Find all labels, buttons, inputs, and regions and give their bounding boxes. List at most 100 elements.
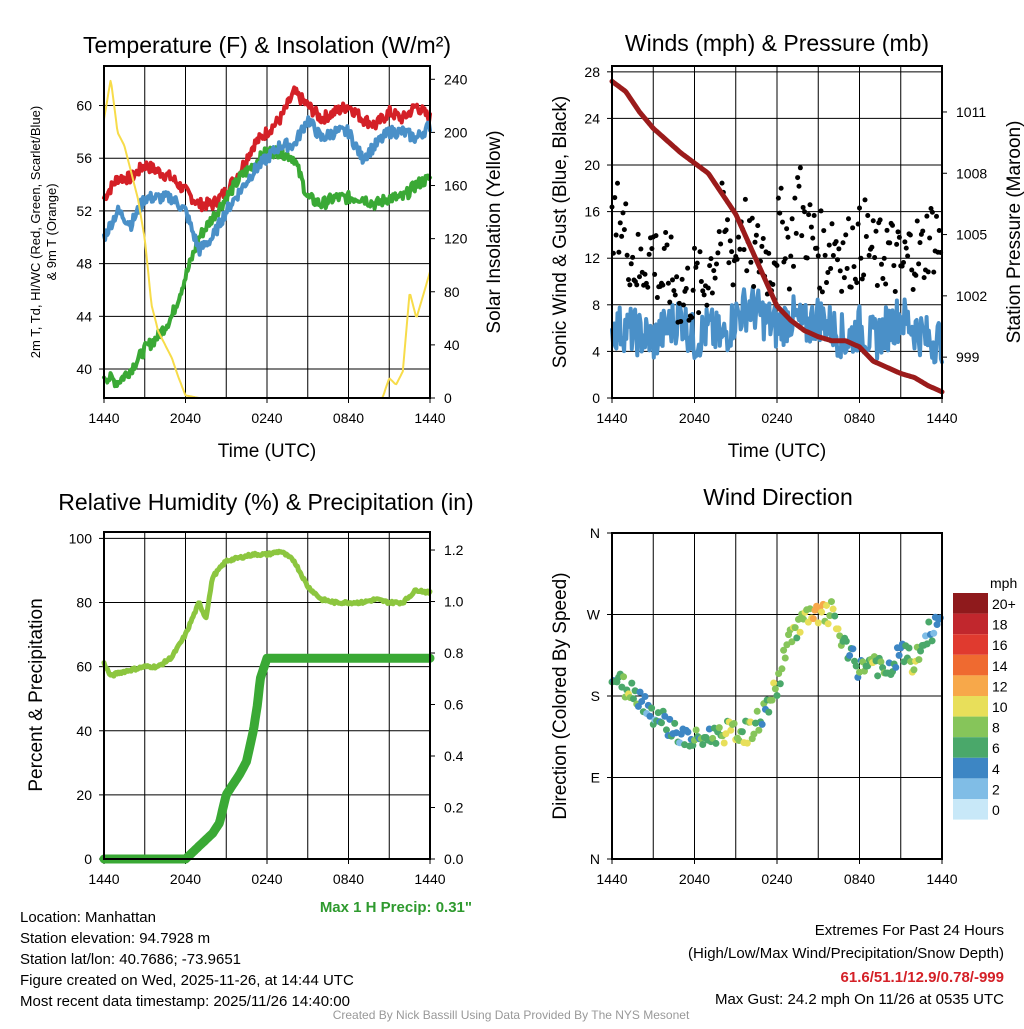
direction-point <box>638 697 646 705</box>
gust-point <box>916 261 922 267</box>
x-tick-label: 1440 <box>596 871 627 887</box>
gust-point <box>707 263 713 269</box>
gust-point <box>830 253 836 259</box>
gust-point <box>791 263 796 269</box>
gust-point <box>689 314 695 320</box>
y-tick-label: 56 <box>76 150 92 166</box>
gust-point <box>810 235 816 241</box>
plot-frame <box>611 532 943 860</box>
colorbar-label: 6 <box>992 740 1000 756</box>
gust-point <box>704 302 710 308</box>
max-gust: Max Gust: 24.2 mph On 11/26 at 0535 UTC <box>715 991 1004 1008</box>
direction-point <box>793 634 801 642</box>
gust-point <box>826 242 832 248</box>
direction-point <box>814 619 822 627</box>
x-tick-label: 0840 <box>333 410 364 426</box>
gust-point <box>903 245 909 251</box>
y-tick-label: N <box>590 525 600 541</box>
panel-2: 1440 2040 0240 0840 1440 0 4 8 12 16 20 24 28 999 1002… <box>584 64 987 426</box>
direction-point <box>666 715 674 723</box>
gust-point <box>824 280 829 286</box>
gust-point <box>821 228 827 234</box>
colorbar-swatch <box>953 634 988 655</box>
direction-point <box>771 685 779 693</box>
gust-point <box>698 278 704 284</box>
direction-point <box>864 662 872 670</box>
y-tick-label: W <box>587 607 601 623</box>
series-2m-t <box>102 85 432 213</box>
direction-point <box>709 734 717 742</box>
gust-point <box>786 286 792 292</box>
gust-point <box>701 292 707 298</box>
y-tick-label: E <box>591 770 600 786</box>
gust-point <box>931 269 937 275</box>
series-hi-wc <box>102 115 432 257</box>
temperature-xlabel: Time (UTC) <box>218 441 317 462</box>
temperature-ylabel-line1: 2m T, Td, HI/WC (Red, Green, Scarlet/Blu… <box>28 106 43 358</box>
gust-point <box>806 212 812 218</box>
gust-point <box>712 275 718 281</box>
gust-point <box>840 240 846 246</box>
gust-point <box>646 251 652 257</box>
series-station-pressure <box>609 78 945 395</box>
gust-point <box>857 205 862 211</box>
credit: Created By Nick Bassill Using Data Provi… <box>333 1008 690 1022</box>
gust-point <box>795 175 801 181</box>
gust-point <box>799 233 805 239</box>
gust-point <box>617 220 623 226</box>
gust-point <box>814 245 820 251</box>
direction-point <box>646 712 654 720</box>
gust-point <box>895 229 901 235</box>
gust-point <box>736 234 741 240</box>
gust-point <box>637 274 642 280</box>
gust-point <box>905 253 911 259</box>
y-tick-label: 40 <box>76 723 92 739</box>
gust-point <box>649 246 655 252</box>
gust-point <box>854 280 860 286</box>
gust-point <box>872 255 878 261</box>
direction-point <box>917 647 925 655</box>
gust-point <box>624 252 630 258</box>
direction-point <box>846 651 854 659</box>
gust-point <box>653 233 659 239</box>
direction-point <box>641 693 649 701</box>
gust-point <box>778 185 784 191</box>
y-right-tick-label: 1011 <box>956 104 986 120</box>
gust-point <box>755 223 761 229</box>
direction-point <box>720 739 728 747</box>
gust-point <box>870 218 876 224</box>
direction-point <box>684 728 692 736</box>
gust-point <box>890 222 895 228</box>
temperature-panel-title: Temperature (F) & Insolation (W/m²) <box>83 32 451 58</box>
gust-point <box>796 183 802 189</box>
colorbar-swatch <box>953 757 988 779</box>
panel-4: 1440 2040 0240 0840 1440 N E S W N 20+ 18 16 14 12 10 8 6… <box>587 525 1016 887</box>
gust-point <box>843 232 849 238</box>
colorbar-label: 8 <box>992 720 1000 736</box>
gust-point <box>727 238 733 244</box>
gust-point <box>877 217 883 223</box>
gust-point <box>784 226 790 232</box>
gust-point <box>844 265 850 271</box>
gust-point <box>708 256 714 262</box>
gust-point <box>913 272 919 278</box>
gust-point <box>896 234 902 240</box>
direction-point <box>712 739 720 747</box>
gust-point <box>774 263 780 269</box>
gust-point <box>726 260 732 266</box>
direction-point <box>910 666 918 674</box>
direction-point <box>809 615 817 623</box>
gust-point <box>828 266 834 272</box>
winds-xlabel: Time (UTC) <box>728 441 827 462</box>
gust-point <box>782 256 788 262</box>
direction-point <box>730 720 738 728</box>
extremes-subtitle: (High/Low/Max Wind/Precipitation/Snow De… <box>688 945 1004 962</box>
gust-point <box>892 288 898 294</box>
gust-point <box>751 283 757 289</box>
gust-point <box>917 240 923 246</box>
direction-point <box>925 618 933 626</box>
gust-point <box>850 225 856 231</box>
direction-point <box>791 624 799 632</box>
y-tick-label: S <box>591 688 600 704</box>
